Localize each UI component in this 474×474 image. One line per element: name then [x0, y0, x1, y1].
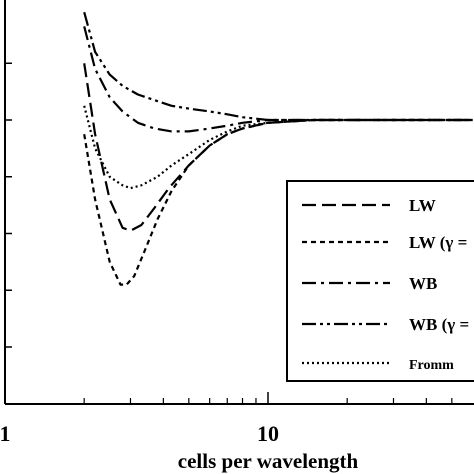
series-line-2 — [83, 118, 473, 286]
series-line-3 — [83, 26, 473, 133]
series-layer — [83, 11, 473, 286]
legend-label-2: LW (γ = — [409, 233, 467, 252]
legend: LW LW (γ = WB WB (γ = Fromm — [286, 180, 474, 382]
legend-label-3: WB — [409, 274, 437, 293]
x-axis-label: cells per wavelength — [178, 449, 359, 473]
legend-box — [286, 180, 474, 382]
legend-label-4: WB (γ = — [409, 315, 469, 334]
legend-label-1: LW — [409, 196, 436, 215]
legend-label-5: Fromm — [409, 358, 454, 373]
x-tick-label-1: 1 — [0, 421, 11, 446]
series-line-4 — [83, 11, 473, 122]
series-line-5 — [83, 105, 473, 190]
x-tick-label-2: 10 — [257, 421, 279, 446]
axes-layer: 1 10 — [0, 0, 474, 446]
series-line-1 — [83, 63, 473, 232]
